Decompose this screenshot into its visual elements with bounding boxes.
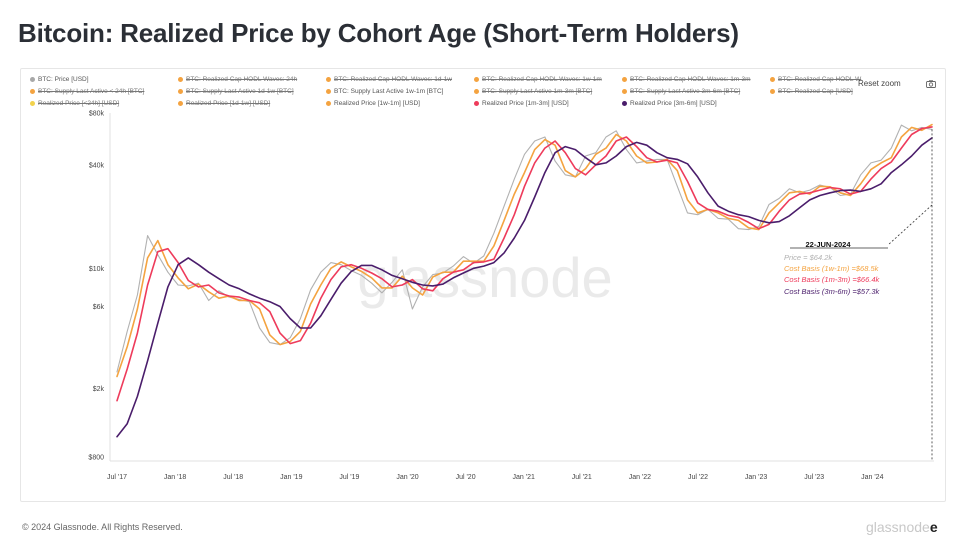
- camera-icon[interactable]: [926, 80, 936, 88]
- glassnode-logo: glassnodee: [866, 519, 938, 535]
- x-tick-label: Jul '18: [223, 474, 243, 481]
- tooltip-cb1: Cost Basis (1w-1m) =$68.5k: [784, 264, 880, 273]
- x-tick-label: Jul '22: [688, 474, 708, 481]
- logo-visible-text: e: [929, 519, 938, 535]
- legend-swatch: [474, 100, 479, 106]
- legend-swatch: [30, 76, 35, 82]
- legend-label: BTC: Supply Last Active 3m-6m [BTC]: [630, 88, 741, 95]
- legend-label: Realized Price [1d-1w] [USD]: [186, 100, 271, 107]
- legend-item[interactable]: BTC: Supply Last Active < 24h [BTC]: [30, 88, 144, 95]
- legend-label: BTC: Realized Cap HODL Waves: 1d-1w: [334, 76, 453, 83]
- legend-item[interactable]: BTC: Realized Cap HODL Waves: 1w-1m: [474, 76, 602, 83]
- legend-item[interactable]: BTC: Supply Last Active 1w-1m [BTC]: [326, 88, 443, 95]
- legend-item[interactable]: Realized Price [3m-6m] [USD]: [622, 100, 717, 107]
- legend-item[interactable]: BTC: Realized Cap [USD]: [770, 88, 853, 95]
- legend-label: BTC: Price [USD]: [38, 76, 89, 83]
- legend-swatch: [178, 88, 183, 94]
- tooltip-pointer: [887, 204, 933, 246]
- chart-title: Bitcoin: Realized Price by Cohort Age (S…: [18, 18, 739, 48]
- legend-swatch: [622, 76, 627, 82]
- series-line: [116, 137, 933, 438]
- legend-swatch: [178, 76, 183, 82]
- reset-zoom-button[interactable]: Reset zoom: [858, 79, 901, 88]
- legend-swatch: [770, 88, 775, 94]
- legend-swatch: [326, 88, 331, 94]
- legend-item[interactable]: BTC: Price [USD]: [30, 76, 89, 83]
- x-tick-label: Jan '19: [280, 474, 302, 481]
- x-tick-label: Jul '21: [572, 474, 592, 481]
- legend-item[interactable]: Realized Price [<24h] [USD]: [30, 100, 119, 107]
- legend-item[interactable]: BTC: Supply Last Active 1d-1w [BTC]: [178, 88, 294, 95]
- legend-swatch: [30, 100, 35, 106]
- tooltip-price: Price = $64.2k: [784, 253, 833, 262]
- legend-item[interactable]: BTC: Realized Cap HODL Waves: 1m-3m: [622, 76, 751, 83]
- y-tick-label: $2k: [93, 386, 105, 393]
- legend-swatch: [326, 76, 331, 82]
- legend-swatch: [622, 88, 627, 94]
- tooltip-date: 22-JUN-2024: [805, 240, 851, 249]
- legend-label: BTC: Realized Cap HODL Waves: 1m-3m: [630, 76, 751, 83]
- y-tick-label: $10k: [89, 266, 105, 273]
- legend-label: Realized Price [<24h] [USD]: [38, 100, 120, 107]
- legend-item[interactable]: Realized Price [1d-1w] [USD]: [178, 100, 270, 107]
- x-tick-label: Jul '17: [107, 474, 127, 481]
- x-tick-label: Jan '23: [745, 474, 767, 481]
- x-tick-label: Jan '20: [396, 474, 418, 481]
- logo-faded-text: glassnode: [866, 519, 930, 535]
- legend-item[interactable]: BTC: Realized Cap HODL Waves: 24h: [178, 76, 297, 83]
- legend-swatch: [474, 88, 479, 94]
- x-tick-label: Jan '22: [629, 474, 651, 481]
- legend-label: BTC: Realized Cap HODL W: [778, 76, 862, 83]
- x-tick-label: Jan '24: [861, 474, 883, 481]
- legend-swatch: [622, 100, 627, 106]
- x-tick-label: Jan '18: [164, 474, 186, 481]
- legend-swatch: [474, 76, 479, 82]
- series-line: [116, 123, 933, 378]
- legend-item[interactable]: BTC: Supply Last Active 1m-3m [BTC]: [474, 88, 592, 95]
- legend-swatch: [30, 88, 35, 94]
- x-tick-label: Jan '21: [513, 474, 535, 481]
- x-tick-label: Jul '19: [339, 474, 359, 481]
- legend-label: BTC: Supply Last Active 1w-1m [BTC]: [334, 88, 444, 95]
- tooltip-cb2: Cost Basis (1m-3m) =$66.4k: [784, 275, 880, 284]
- legend-label: Realized Price [1m-3m] [USD]: [482, 100, 569, 107]
- legend-swatch: [326, 100, 331, 106]
- legend-label: BTC: Realized Cap [USD]: [778, 88, 853, 95]
- legend-item[interactable]: Realized Price [1m-3m] [USD]: [474, 100, 569, 107]
- legend-item[interactable]: Realized Price [1w-1m] [USD]: [326, 100, 420, 107]
- series-line: [116, 126, 933, 402]
- legend-swatch: [770, 76, 775, 82]
- y-tick-label: $80k: [89, 111, 105, 118]
- legend-item[interactable]: BTC: Realized Cap HODL W: [770, 76, 861, 83]
- legend-item[interactable]: BTC: Supply Last Active 3m-6m [BTC]: [622, 88, 740, 95]
- y-tick-label: $800: [88, 455, 104, 462]
- legend-swatch: [178, 100, 183, 106]
- legend-label: BTC: Supply Last Active < 24h [BTC]: [38, 88, 145, 95]
- x-tick-label: Jul '23: [804, 474, 824, 481]
- legend-label: BTC: Supply Last Active 1d-1w [BTC]: [186, 88, 294, 95]
- legend-label: Realized Price [1w-1m] [USD]: [334, 100, 420, 107]
- legend-label: BTC: Realized Cap HODL Waves: 24h: [186, 76, 298, 83]
- legend-label: BTC: Realized Cap HODL Waves: 1w-1m: [482, 76, 602, 83]
- legend-item[interactable]: BTC: Realized Cap HODL Waves: 1d-1w: [326, 76, 452, 83]
- copyright-footer: © 2024 Glassnode. All Rights Reserved.: [22, 522, 183, 532]
- y-tick-label: $40k: [89, 162, 105, 169]
- x-tick-label: Jul '20: [456, 474, 476, 481]
- legend-label: BTC: Supply Last Active 1m-3m [BTC]: [482, 88, 593, 95]
- chart-panel: [20, 68, 946, 502]
- tooltip-cb3: Cost Basis (3m-6m) =$57.3k: [784, 287, 880, 296]
- legend-label: Realized Price [3m-6m] [USD]: [630, 100, 717, 107]
- y-tick-label: $6k: [93, 304, 105, 311]
